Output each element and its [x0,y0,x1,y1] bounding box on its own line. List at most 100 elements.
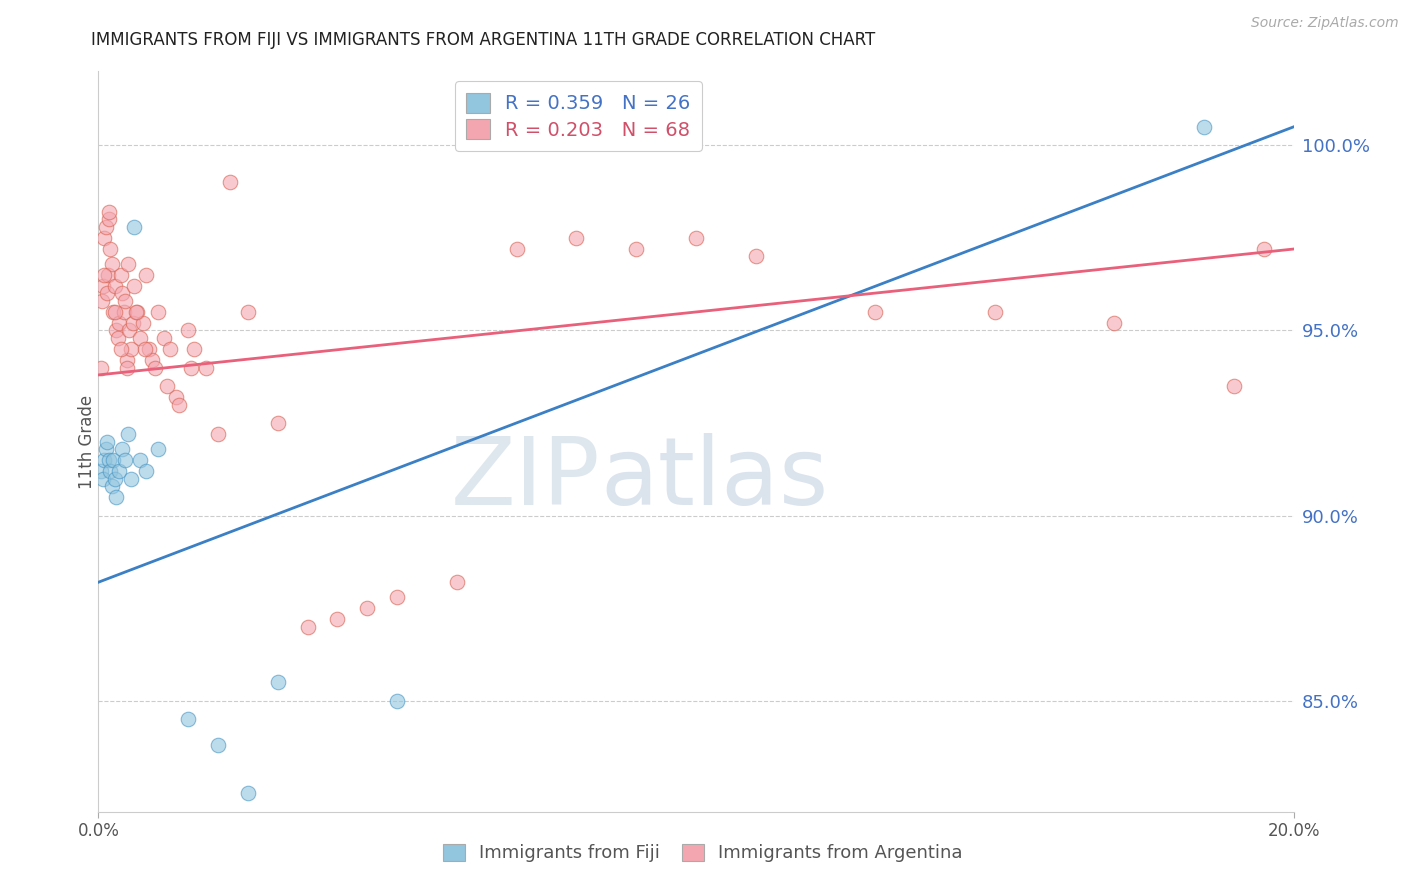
Point [97,268,120,282]
Point [97,205,120,219]
Point [1104,316,1126,330]
Point [134,342,156,356]
Point [103,305,125,319]
Point [124,279,146,293]
Point [91,279,114,293]
Point [98,453,121,467]
Point [108,464,131,478]
Point [111,442,134,456]
Point [124,219,146,234]
Point [141,353,163,368]
Point [120,472,142,486]
Point [114,453,136,467]
Point [112,305,135,319]
Point [132,316,155,330]
Point [326,612,349,626]
Point [195,360,218,375]
Point [159,342,181,356]
Point [117,427,139,442]
Point [110,342,132,356]
Text: ZIP: ZIP [451,433,600,524]
Point [506,242,529,256]
Point [685,231,707,245]
Point [105,324,128,338]
Point [118,324,141,338]
Point [96,434,118,449]
Point [104,472,127,486]
Point [103,453,125,467]
Point [183,342,205,356]
Point [984,305,1007,319]
Point [96,286,118,301]
Point [93,231,115,245]
Point [177,324,200,338]
Point [114,293,136,308]
Point [385,590,409,604]
Point [104,279,127,293]
Point [111,286,134,301]
Point [94,442,117,456]
Point [236,786,259,800]
Point [236,305,259,319]
Point [626,242,648,256]
Point [98,242,122,256]
Legend: R = 0.359   N = 26, R = 0.203   N = 68: R = 0.359 N = 26, R = 0.203 N = 68 [454,81,702,152]
Point [745,250,768,264]
Point [135,464,157,478]
Point [98,464,122,478]
Point [105,490,128,504]
Point [120,342,142,356]
Point [165,390,187,404]
Point [446,575,468,590]
Point [129,453,152,467]
Point [94,219,117,234]
Point [153,331,176,345]
Point [167,398,190,412]
Point [100,479,122,493]
Point [143,360,166,375]
Point [90,464,112,478]
Text: Source: ZipAtlas.com: Source: ZipAtlas.com [1251,16,1399,30]
Point [267,675,290,690]
Point [103,305,125,319]
Point [297,620,319,634]
Y-axis label: 11th Grade: 11th Grade [79,394,96,489]
Point [129,331,152,345]
Legend: Immigrants from Fiji, Immigrants from Argentina: Immigrants from Fiji, Immigrants from Ar… [436,837,970,870]
Point [156,379,179,393]
Point [267,416,290,430]
Point [180,360,202,375]
Point [91,293,114,308]
Point [148,305,170,319]
Point [98,212,121,227]
Point [565,231,588,245]
Point [90,360,112,375]
Point [207,427,229,442]
Point [356,601,378,615]
Point [219,176,242,190]
Text: IMMIGRANTS FROM FIJI VS IMMIGRANTS FROM ARGENTINA 11TH GRADE CORRELATION CHART: IMMIGRANTS FROM FIJI VS IMMIGRANTS FROM … [91,31,876,49]
Point [125,305,148,319]
Point [177,712,200,726]
Point [865,305,887,319]
Point [100,257,122,271]
Point [115,353,138,368]
Point [1192,120,1215,134]
Point [1223,379,1246,393]
Point [1253,242,1275,256]
Text: atlas: atlas [600,433,828,524]
Point [148,442,170,456]
Point [91,472,114,486]
Point [93,453,115,467]
Point [110,268,132,282]
Point [107,331,129,345]
Point [127,305,149,319]
Point [207,738,229,752]
Point [115,360,138,375]
Point [108,316,131,330]
Point [385,694,409,708]
Point [122,316,145,330]
Point [117,257,139,271]
Point [138,342,160,356]
Point [135,268,157,282]
